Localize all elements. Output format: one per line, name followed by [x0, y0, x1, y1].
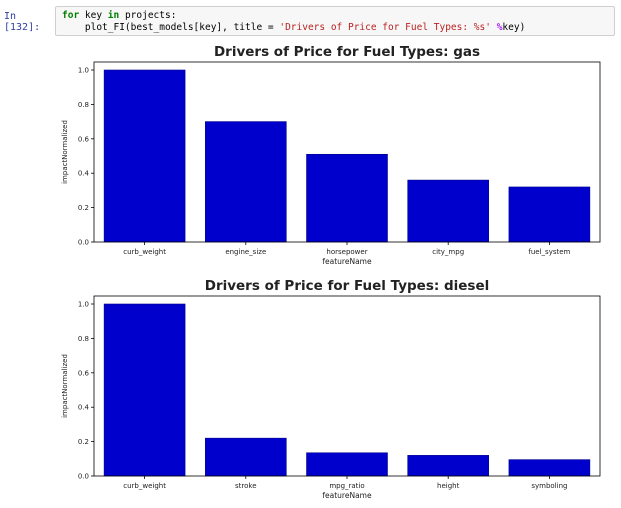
x-tick-label: mpg_ratio — [329, 482, 364, 490]
code-var: key — [79, 10, 108, 21]
y-tick-label: 0.0 — [78, 239, 89, 247]
y-tick-label: 0.2 — [78, 438, 89, 446]
bar-stroke — [205, 437, 287, 477]
code-keyword-in: in — [107, 10, 120, 21]
code-end: key) — [502, 22, 526, 33]
x-tick-label: height — [437, 482, 460, 490]
code-keyword-for: for — [62, 10, 80, 21]
x-tick-label: symboling — [531, 482, 567, 490]
x-tick-label: stroke — [235, 482, 257, 490]
bar-mpg_ratio — [306, 452, 388, 477]
code-operator: % — [490, 22, 503, 33]
chart-title: Drivers of Price for Fuel Types: gas — [214, 44, 480, 60]
plot-frame — [93, 61, 601, 243]
cell-prompt: In [132]: — [4, 11, 41, 33]
code-string: 'Drivers of Price for Fuel Types: %s' — [279, 22, 491, 33]
x-axis-label: featureName — [322, 491, 372, 500]
bar-curb_weight — [103, 303, 186, 477]
x-tick-label: engine_size — [225, 248, 266, 256]
chart-title: Drivers of Price for Fuel Types: diesel — [205, 278, 490, 294]
y-tick-label: 0.6 — [78, 135, 90, 143]
cell-output: Drivers of Price for Fuel Types: gas curb… — [55, 40, 621, 504]
bar-height — [407, 455, 489, 477]
y-tick-label: 1.0 — [78, 301, 89, 309]
code-rest: projects: — [119, 10, 177, 21]
bar-fuel_system — [508, 186, 591, 243]
y-axis-label: impactNormalized — [61, 354, 69, 418]
y-tick-label: 0.4 — [78, 404, 90, 412]
x-axis-label: featureName — [322, 257, 372, 266]
y-tick-label: 0.8 — [78, 101, 89, 109]
y-tick-label: 0.8 — [78, 335, 89, 343]
bar-engine_size — [205, 121, 287, 243]
y-tick-label: 0.4 — [78, 170, 90, 178]
bar-curb_weight — [103, 69, 186, 243]
bar-city_mpg — [407, 179, 489, 243]
plot-frame — [93, 295, 601, 477]
bar-horsepower — [306, 153, 388, 243]
code-input-area[interactable]: for key in projects: plot_FI(best_models… — [55, 6, 615, 36]
code-call: plot_FI(best_models[key], title = — [62, 22, 280, 33]
bar-symboling — [508, 459, 591, 477]
x-tick-label: horsepower — [326, 248, 367, 256]
chart-0: Drivers of Price for Fuel Types: gas curb… — [61, 44, 601, 266]
y-axis-label: impactNormalized — [61, 120, 69, 184]
x-tick-label: fuel_system — [528, 248, 570, 256]
y-tick-label: 1.0 — [78, 67, 89, 75]
x-tick-label: city_mpg — [432, 248, 464, 256]
y-tick-label: 0.0 — [78, 473, 89, 481]
x-tick-label: curb_weight — [123, 482, 166, 490]
x-tick-label: curb_weight — [123, 248, 166, 256]
y-tick-label: 0.6 — [78, 369, 90, 377]
output-figures: Drivers of Price for Fuel Types: gas curb… — [61, 44, 601, 500]
chart-1: Drivers of Price for Fuel Types: diesel c… — [61, 278, 601, 500]
y-tick-label: 0.2 — [78, 204, 89, 212]
